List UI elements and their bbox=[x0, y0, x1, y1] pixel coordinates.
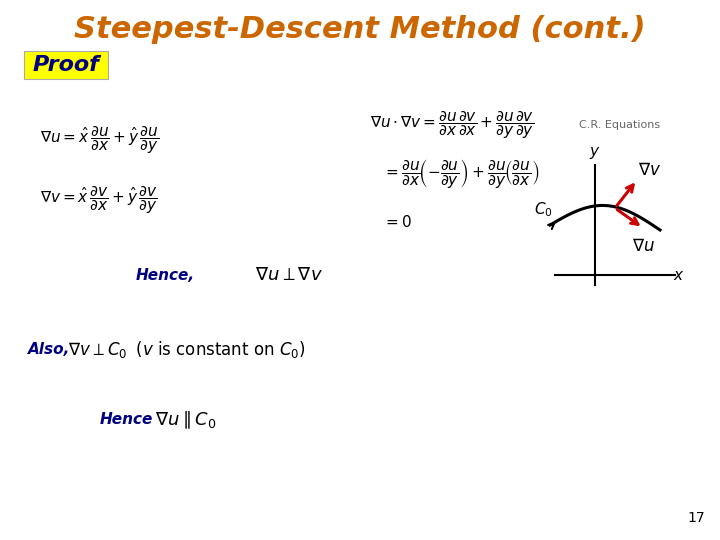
Text: Proof: Proof bbox=[32, 55, 99, 75]
Text: $\nabla u \perp \nabla v$: $\nabla u \perp \nabla v$ bbox=[255, 266, 323, 284]
Text: C.R. Equations: C.R. Equations bbox=[579, 120, 660, 130]
Text: $\nabla v \perp C_0 \;\; (v \text{ is constant on } C_0)$: $\nabla v \perp C_0 \;\; (v \text{ is co… bbox=[68, 340, 306, 361]
Text: $\nabla u = \hat{x}\,\dfrac{\partial u}{\partial x} + \hat{y}\,\dfrac{\partial u: $\nabla u = \hat{x}\,\dfrac{\partial u}{… bbox=[40, 124, 159, 156]
Text: $\nabla u \parallel C_0$: $\nabla u \parallel C_0$ bbox=[155, 409, 216, 431]
Text: 17: 17 bbox=[688, 511, 705, 525]
Text: $\nabla v = \hat{x}\,\dfrac{\partial v}{\partial x} + \hat{y}\,\dfrac{\partial v: $\nabla v = \hat{x}\,\dfrac{\partial v}{… bbox=[40, 184, 158, 216]
Text: Hence: Hence bbox=[100, 413, 153, 428]
Text: $y$: $y$ bbox=[589, 145, 600, 161]
Text: Steepest-Descent Method (cont.): Steepest-Descent Method (cont.) bbox=[74, 16, 646, 44]
Text: $= 0$: $= 0$ bbox=[383, 214, 413, 230]
Text: $x$: $x$ bbox=[673, 267, 685, 282]
FancyBboxPatch shape bbox=[24, 51, 108, 79]
Text: $C_0$: $C_0$ bbox=[534, 201, 552, 219]
Text: $\nabla v$: $\nabla v$ bbox=[639, 161, 662, 179]
Text: $= \dfrac{\partial u}{\partial x}\!\left(-\dfrac{\partial u}{\partial y}\right) : $= \dfrac{\partial u}{\partial x}\!\left… bbox=[383, 157, 539, 190]
Text: Hence,: Hence, bbox=[135, 267, 194, 282]
Text: $\nabla u \cdot \nabla v = \dfrac{\partial u}{\partial x}\dfrac{\partial v}{\par: $\nabla u \cdot \nabla v = \dfrac{\parti… bbox=[370, 109, 534, 141]
Text: $\nabla u$: $\nabla u$ bbox=[631, 237, 654, 255]
Text: Also,: Also, bbox=[28, 342, 71, 357]
